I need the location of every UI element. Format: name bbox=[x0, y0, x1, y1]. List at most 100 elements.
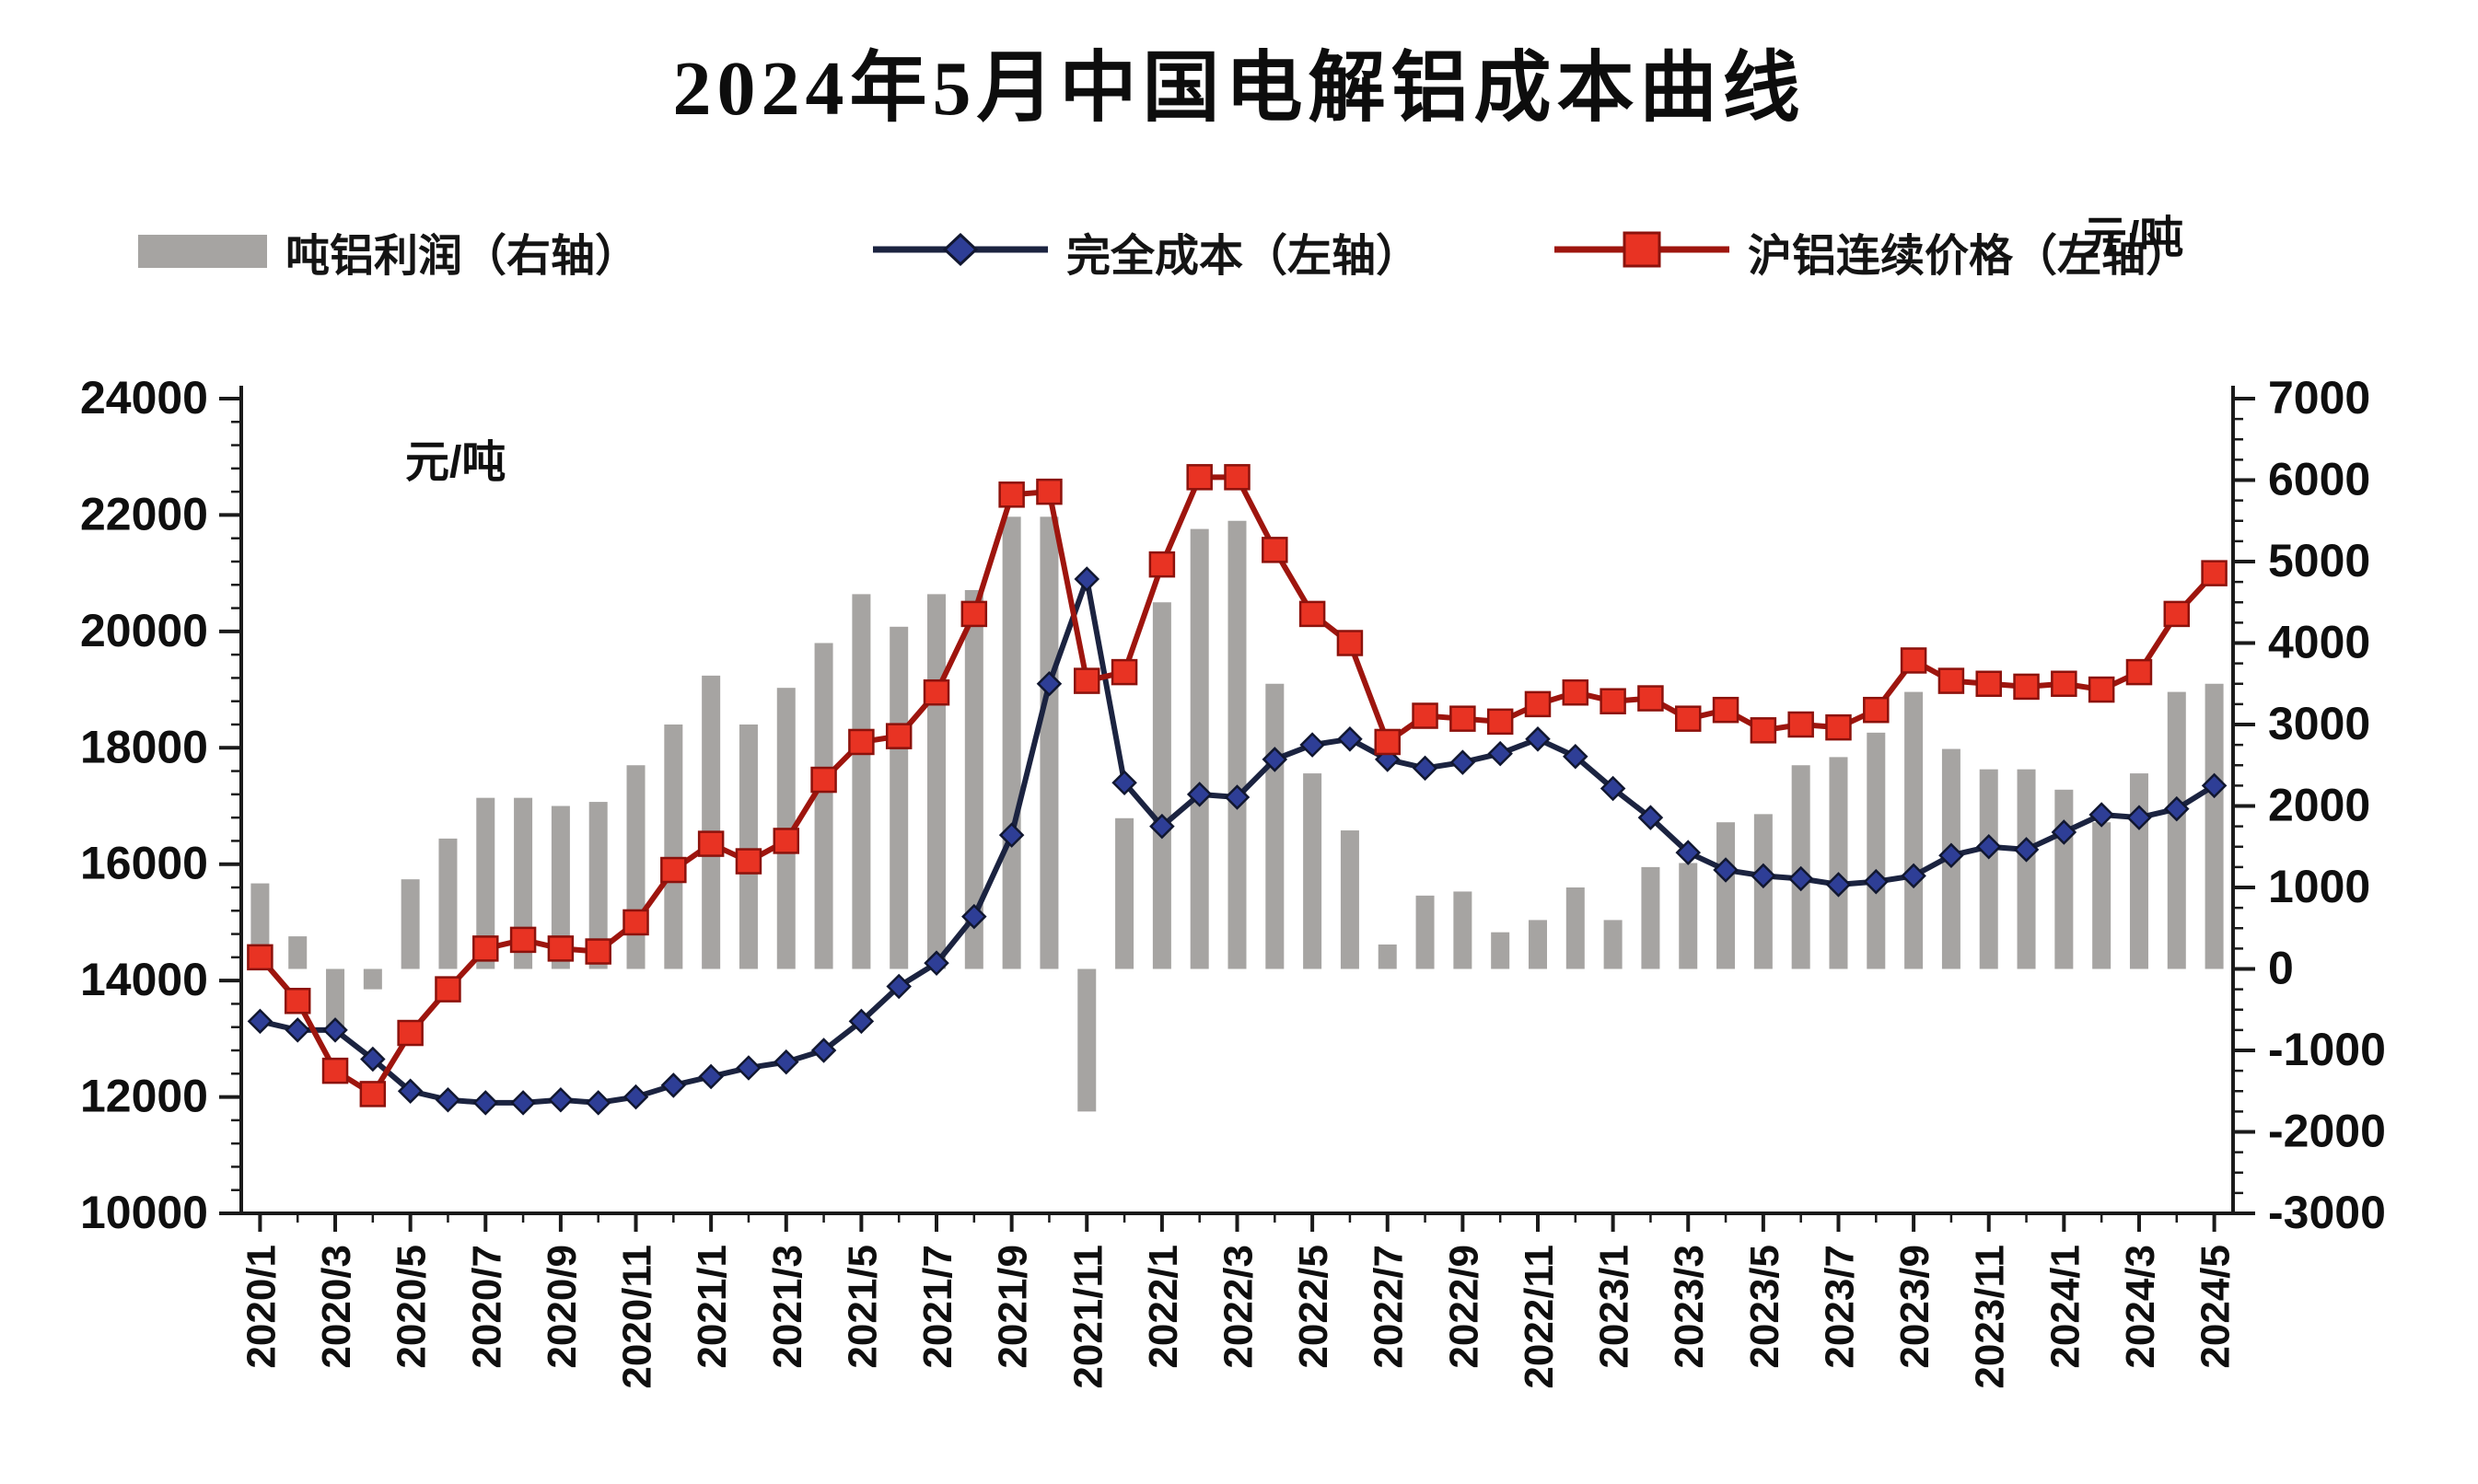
profit-bar bbox=[1453, 891, 1472, 969]
price-point bbox=[885, 723, 913, 749]
cost-point bbox=[1637, 805, 1664, 830]
x-axis-tick-label: 2022/3 bbox=[1216, 1245, 1262, 1369]
price-point bbox=[397, 1019, 424, 1047]
x-axis-tick-label: 2020/5 bbox=[390, 1245, 435, 1369]
x-axis-tick-label: 2020/9 bbox=[540, 1245, 585, 1369]
x-axis-tick-label: 2023/3 bbox=[1667, 1245, 1712, 1369]
price-point bbox=[660, 856, 687, 884]
right-axis-unit-label: 元/吨 bbox=[2083, 214, 2184, 262]
right-axis-tick-label: 5000 bbox=[2268, 535, 2370, 586]
x-axis-tick-label: 2023/9 bbox=[1892, 1245, 1937, 1369]
chart-title: 2024年5月中国电解铝成本曲线 bbox=[672, 46, 1806, 132]
cost-point bbox=[2201, 772, 2228, 799]
cost-point bbox=[698, 1063, 724, 1090]
cost-point bbox=[1675, 840, 1702, 865]
profit-bar bbox=[363, 968, 382, 990]
price-point bbox=[810, 766, 837, 794]
price-point bbox=[1787, 711, 1814, 738]
price-point bbox=[2088, 676, 2115, 703]
price-point bbox=[697, 830, 725, 857]
price-point bbox=[1825, 713, 1852, 741]
price-point bbox=[1937, 667, 1965, 694]
cost-point bbox=[810, 1038, 837, 1063]
cost-point bbox=[472, 1090, 499, 1116]
price-point bbox=[1524, 690, 1552, 718]
cost-point bbox=[1186, 782, 1213, 807]
x-axis-tick-label: 2021/7 bbox=[915, 1245, 960, 1369]
legend-label-profit: 吨铝利润（右轴） bbox=[285, 232, 640, 281]
cost-point bbox=[2013, 837, 2040, 863]
profit-bar bbox=[1753, 814, 1773, 969]
x-axis-tick-label: 2021/1 bbox=[690, 1245, 735, 1369]
legend: 吨铝利润（右轴） 完全成本（左轴） 沪铝连续价格（左轴） bbox=[0, 219, 2478, 284]
price-point bbox=[1374, 728, 1401, 756]
profit-bar bbox=[1528, 920, 1547, 969]
cost-point bbox=[998, 822, 1025, 848]
cost-point bbox=[2051, 819, 2077, 845]
price-point bbox=[247, 944, 273, 971]
cost-point bbox=[961, 903, 987, 930]
right-axis-tick-label: 6000 bbox=[2268, 454, 2370, 505]
price-point bbox=[284, 988, 311, 1014]
right-axis-tick-label: 7000 bbox=[2268, 372, 2370, 423]
x-axis-tick-label: 2022/11 bbox=[1517, 1245, 1562, 1389]
cost-point bbox=[510, 1090, 536, 1116]
price-point bbox=[1600, 688, 1626, 714]
x-axis-tick-label: 2022/9 bbox=[1441, 1245, 1486, 1369]
profit-bar bbox=[2054, 789, 2074, 969]
x-axis-tick-label: 2022/7 bbox=[1367, 1245, 1412, 1369]
price-point bbox=[1637, 685, 1664, 712]
profit-bar bbox=[1491, 932, 1510, 969]
cost-point bbox=[2088, 802, 2114, 828]
profit-bar bbox=[1565, 887, 1585, 969]
cost-point bbox=[1713, 857, 1739, 883]
cost-point bbox=[1975, 833, 2002, 860]
price-line-swatch-icon bbox=[1554, 231, 1729, 272]
cost-point bbox=[1600, 775, 1626, 802]
cost-point bbox=[1863, 868, 1890, 895]
price-point bbox=[1298, 600, 1326, 628]
cost-point bbox=[285, 1017, 310, 1043]
profit-bar bbox=[1227, 520, 1247, 969]
x-axis-tick-label: 2024/1 bbox=[2042, 1245, 2088, 1369]
profit-bar bbox=[1002, 516, 1021, 969]
right-axis-tick-label: 0 bbox=[2268, 943, 2294, 994]
price-point bbox=[585, 938, 611, 965]
cost-point bbox=[1074, 566, 1100, 592]
price-point bbox=[2125, 658, 2153, 686]
cost-point bbox=[1901, 863, 1926, 889]
right-axis-tick-label: -3000 bbox=[2268, 1187, 2386, 1238]
price-point bbox=[848, 728, 875, 756]
x-axis-tick-label: 2023/11 bbox=[1968, 1245, 2013, 1389]
left-axis-tick-label: 12000 bbox=[80, 1071, 208, 1122]
left-axis-tick-label: 14000 bbox=[80, 954, 208, 1005]
price-point bbox=[1863, 696, 1890, 724]
price-point bbox=[509, 926, 537, 954]
left-axis-tick-label: 22000 bbox=[80, 488, 208, 539]
x-axis-tick-label: 2021/5 bbox=[840, 1245, 885, 1369]
profit-bar bbox=[1303, 773, 1322, 969]
profit-bar bbox=[438, 838, 458, 969]
profit-bar bbox=[1190, 528, 1209, 969]
cost-point bbox=[1111, 770, 1137, 795]
profit-bar bbox=[2129, 773, 2148, 969]
x-axis-tick-label: 2023/5 bbox=[1742, 1245, 1787, 1369]
profit-bar bbox=[551, 806, 570, 969]
cost-point bbox=[1787, 865, 1814, 892]
price-point bbox=[1224, 464, 1251, 491]
x-axis-tick-label: 2023/7 bbox=[1817, 1245, 1862, 1369]
cost-point bbox=[886, 973, 912, 1000]
left-axis-tick-label: 16000 bbox=[80, 838, 208, 889]
price-point bbox=[359, 1081, 387, 1107]
profit-bar bbox=[2167, 691, 2186, 969]
profit-bar bbox=[2092, 822, 2112, 969]
x-axis-tick-label: 2023/1 bbox=[1592, 1245, 1637, 1369]
right-axis-tick-label: 2000 bbox=[2268, 780, 2370, 831]
price-point bbox=[1712, 696, 1739, 724]
price-point bbox=[773, 828, 800, 854]
right-axis-tick-label: -1000 bbox=[2268, 1024, 2386, 1075]
profit-bar-swatch-icon bbox=[138, 235, 267, 268]
right-axis-tick-label: -2000 bbox=[2268, 1106, 2386, 1157]
cost-point bbox=[622, 1084, 649, 1110]
